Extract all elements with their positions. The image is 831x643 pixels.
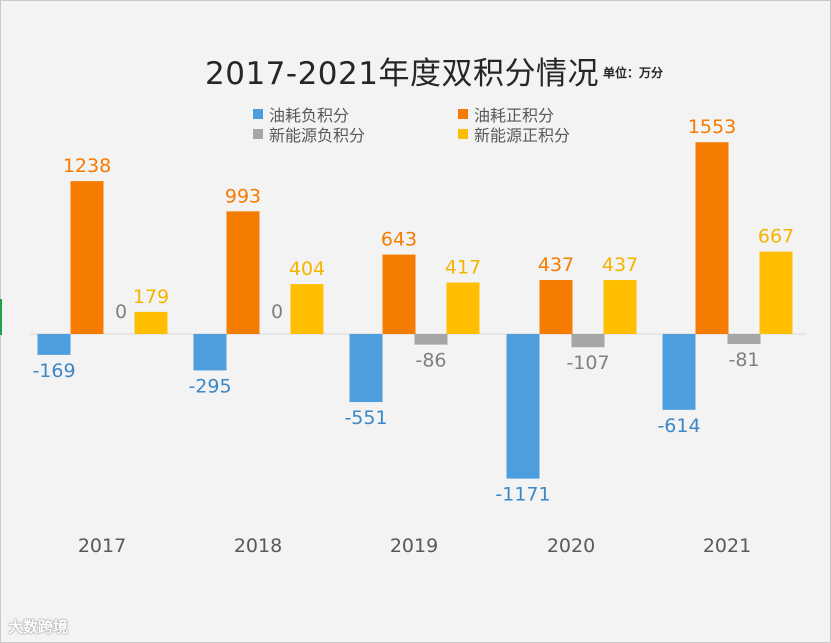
data-label-2021-series-4: 667 [758,226,794,248]
data-label-2021-series-1: -614 [657,415,700,437]
x-tick-label-2017: 2017 [78,535,126,557]
legend-swatch-fuel-positive [458,109,468,119]
unit-label: 单位：万分 [603,66,664,80]
bar-2017-series-4 [134,311,168,334]
legend-label-nev-negative: 新能源负积分 [269,126,366,145]
left-edge-marker [0,299,2,335]
data-label-2020-series-2: 437 [538,254,574,276]
bar-2019-series-2 [382,254,416,334]
data-label-2017-series-3: 0 [115,301,127,323]
legend-item-fuel-negative: 油耗负积分 [253,102,349,126]
data-label-2020-series-3: -107 [566,352,609,374]
data-label-2020-series-1: -1171 [495,484,550,506]
legend-item-fuel-positive: 油耗正积分 [458,102,554,126]
x-tick-label-2019: 2019 [390,535,438,557]
data-label-2018-series-3: 0 [271,301,283,323]
bar-2018-series-1 [193,334,227,371]
legend-item-nev-negative: 新能源负积分 [253,122,365,146]
bar-2021-series-1 [662,334,696,410]
bar-2019-series-1 [349,334,383,403]
legend-item-nev-positive: 新能源正积分 [458,122,570,146]
data-label-2020-series-4: 437 [602,254,638,276]
data-label-2017-series-4: 179 [133,286,169,308]
data-label-2019-series-1: -551 [344,407,387,429]
x-tick-label-2018: 2018 [234,535,282,557]
bar-2020-series-3 [571,334,605,348]
data-label-2021-series-2: 1553 [688,116,736,138]
x-tick-label-2021: 2021 [703,535,751,557]
legend-swatch-nev-negative [253,129,263,139]
legend-label-fuel-negative: 油耗负积分 [269,106,350,125]
data-label-2018-series-1: -295 [188,375,231,397]
bar-2020-series-4 [603,280,637,334]
bar-2017-series-2 [70,181,104,334]
data-label-2019-series-3: -86 [415,350,446,372]
data-label-2017-series-2: 1238 [63,155,111,177]
bar-2021-series-4 [759,251,793,334]
bar-2018-series-4 [290,284,324,334]
data-label-2018-series-2: 993 [225,185,261,207]
bar-2021-series-3 [727,334,761,345]
data-label-2018-series-4: 404 [289,258,325,280]
bar-2021-series-2 [695,142,729,334]
bar-2019-series-4 [446,282,480,334]
legend-swatch-nev-positive [458,129,468,139]
bar-2020-series-1 [506,334,540,479]
bar-2020-series-2 [539,280,573,334]
legend-label-fuel-positive: 油耗正积分 [474,106,555,125]
data-label-2019-series-2: 643 [381,229,417,251]
chart-title: 2017-2021年度双积分情况 [205,56,599,92]
legend-label-nev-positive: 新能源正积分 [474,126,571,145]
legend-swatch-fuel-negative [253,109,263,119]
bar-2019-series-3 [414,334,448,345]
bar-2018-series-2 [226,211,260,334]
data-label-2021-series-3: -81 [728,349,759,371]
x-tick-label-2020: 2020 [547,535,595,557]
data-label-2019-series-4: 417 [445,257,481,279]
bar-2017-series-1 [37,334,71,355]
watermark-logo: 大数跨境 [8,618,69,636]
data-label-2017-series-1: -169 [32,360,75,382]
